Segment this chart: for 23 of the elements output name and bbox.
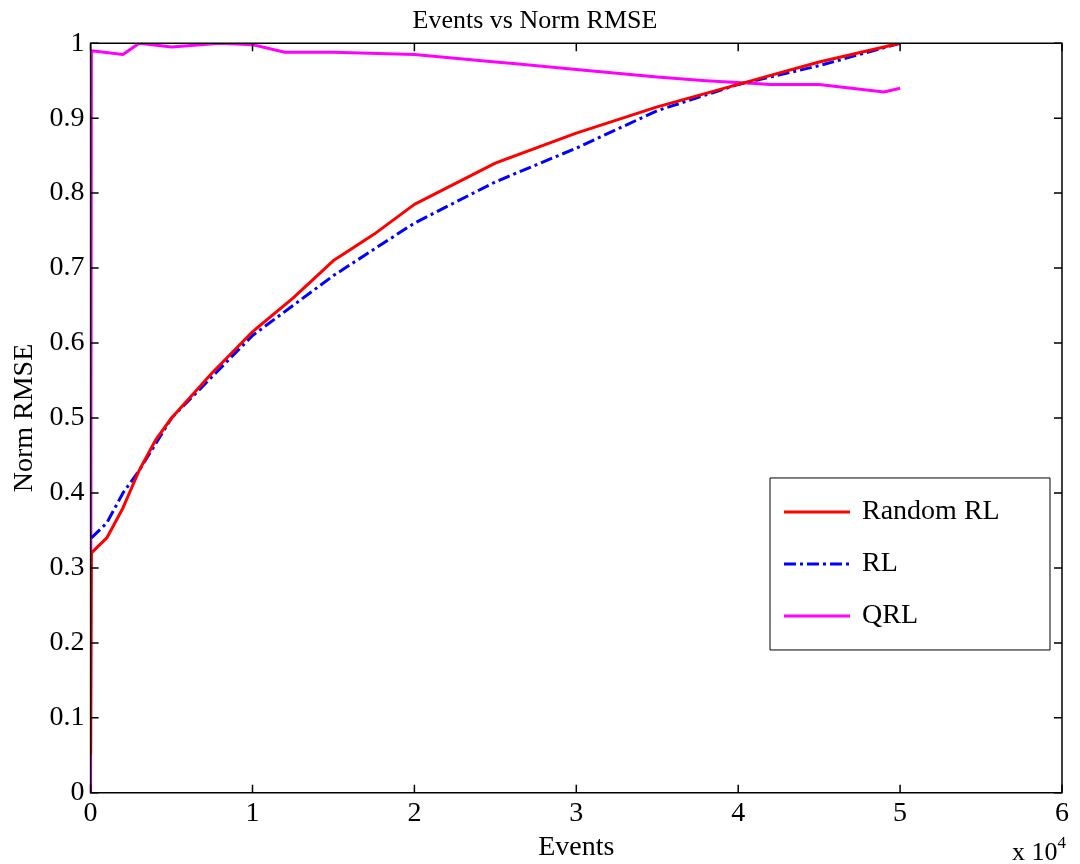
y-tick-label: 0.6 <box>49 325 85 357</box>
y-tick-label: 0.5 <box>49 400 85 432</box>
y-tick-label: 0 <box>70 775 85 807</box>
x-tick-label: 3 <box>569 795 584 827</box>
y-tick-label: 0.8 <box>49 175 85 207</box>
x-tick-label: 4 <box>731 795 746 827</box>
y-tick-label: 0.9 <box>49 100 85 132</box>
y-tick-label: 0.3 <box>49 550 85 582</box>
legend-label: RL <box>862 546 898 578</box>
y-tick-label: 0.7 <box>49 250 85 282</box>
legend-label: QRL <box>862 598 918 630</box>
x-tick-label: 1 <box>245 795 260 827</box>
x-tick-label: 6 <box>1055 795 1069 827</box>
y-tick-label: 0.2 <box>49 625 85 657</box>
legend-label: Random RL <box>862 494 1000 526</box>
x-tick-label: 5 <box>893 795 908 827</box>
x-axis-title: Events <box>538 829 615 861</box>
x-tick-label: 2 <box>407 795 422 827</box>
chart-title: Events vs Norm RMSE <box>412 5 658 35</box>
y-tick-label: 1 <box>70 25 85 57</box>
y-axis-title: Norm RMSE <box>7 343 39 493</box>
y-tick-label: 0.4 <box>49 475 85 507</box>
y-tick-label: 0.1 <box>49 700 85 732</box>
